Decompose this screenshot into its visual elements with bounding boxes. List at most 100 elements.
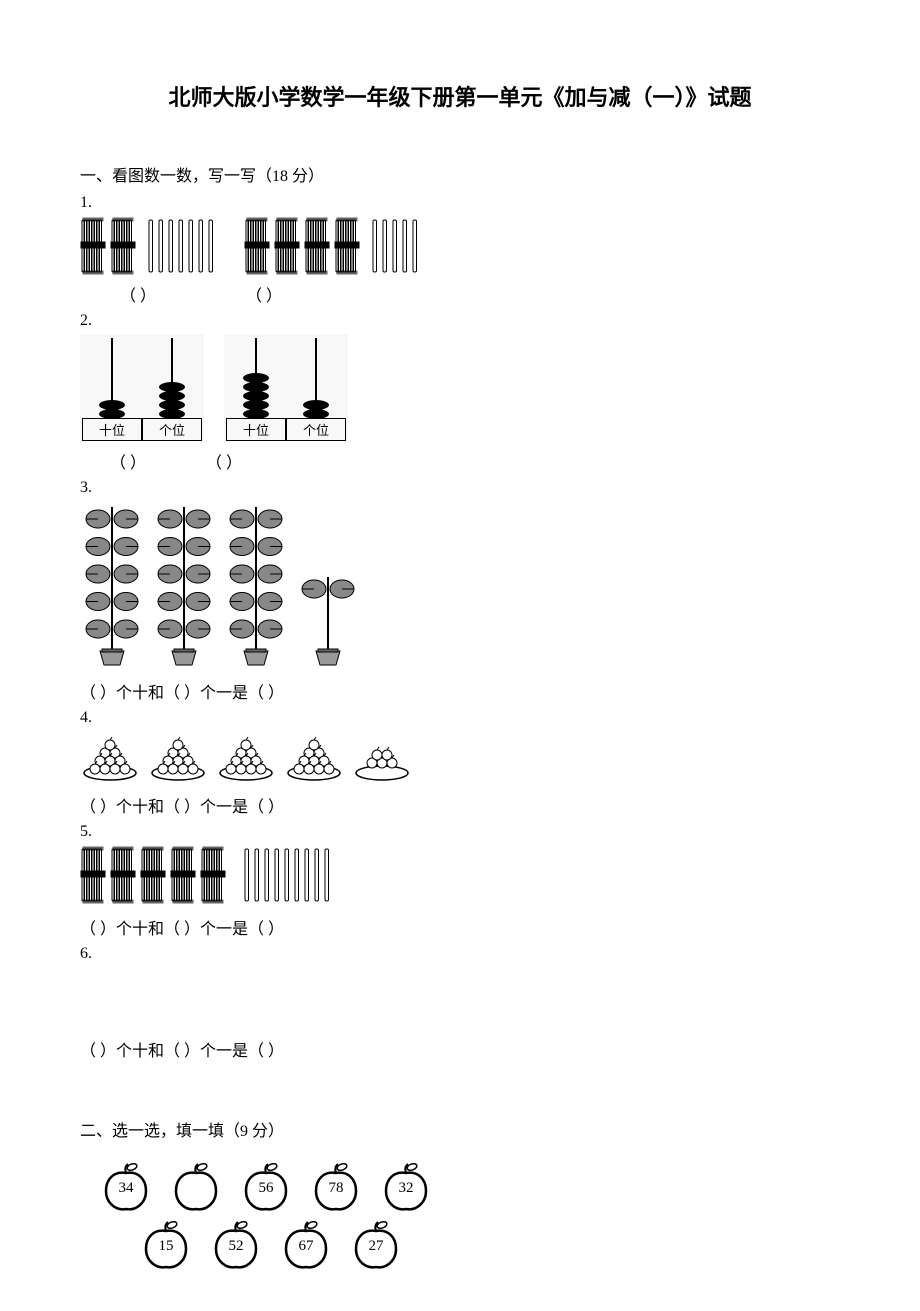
abacus-column: 十位 <box>226 338 286 441</box>
stick-bundle-icon <box>274 216 300 276</box>
q6-number: 6. <box>80 945 840 963</box>
section-1-header: 一、看图数一数，写一写（18 分） <box>80 162 840 186</box>
single-stick-icon <box>392 216 398 276</box>
apple-number: 34 <box>119 1180 134 1197</box>
q1-answer-row: （ ） （ ） <box>80 282 840 306</box>
q1-blank-1: （ ） <box>120 282 156 306</box>
fruit-plate-icon <box>80 731 140 783</box>
apple-shape: 32 <box>380 1161 432 1213</box>
q5-fill-line: （ ）个十和（ ）个一是（ ） <box>80 915 840 939</box>
q2-number: 2. <box>80 312 840 330</box>
abacus-rod <box>171 338 173 418</box>
fruit-plate-icon <box>148 731 208 783</box>
q1-group-1 <box>80 216 214 276</box>
single-stick-icon <box>294 845 300 905</box>
page-title: 北师大版小学数学一年级下册第一单元《加与减（一）》试题 <box>80 80 840 112</box>
stick-bundle-icon <box>304 216 330 276</box>
apple-shape: 78 <box>310 1161 362 1213</box>
single-stick-icon <box>254 845 260 905</box>
apple-shape: 34 <box>100 1161 152 1213</box>
q4-fill-line: （ ）个十和（ ）个一是（ ） <box>80 793 840 817</box>
apple-number: 15 <box>159 1238 174 1255</box>
single-stick-icon <box>284 845 290 905</box>
q2-blank-1: （ ） <box>110 449 146 473</box>
section-2-header: 二、选一选，填一填（9 分） <box>80 1117 840 1141</box>
apple-number: 52 <box>229 1238 244 1255</box>
q3-plant-row <box>80 501 840 669</box>
q1-blank-2: （ ） <box>246 282 282 306</box>
abacus-column: 个位 <box>286 338 346 441</box>
q5-number: 5. <box>80 823 840 841</box>
single-stick-icon <box>244 845 250 905</box>
fruit-plate-icon <box>352 731 412 783</box>
apple-shape: 56 <box>240 1161 292 1213</box>
q1-group-2 <box>244 216 418 276</box>
stick-bundle-icon <box>110 845 136 905</box>
single-stick-icon <box>324 845 330 905</box>
q3-number: 3. <box>80 479 840 497</box>
apple-shape: 67 <box>280 1219 332 1271</box>
q5-stick-row <box>80 845 840 905</box>
apples-row-1: 34 56 78 32 <box>100 1161 840 1213</box>
single-stick-icon <box>208 216 214 276</box>
q2-abacus-2: 十位 个位 <box>224 334 348 441</box>
apples-row-2: 15 52 67 27 <box>140 1219 840 1271</box>
abacus-label: 个位 <box>286 418 346 441</box>
plant-icon <box>152 501 216 669</box>
q4-number: 4. <box>80 709 840 727</box>
fruit-plate-icon <box>216 731 276 783</box>
q6-blank-space <box>80 967 840 1027</box>
abacus-column: 十位 <box>82 338 142 441</box>
apple-number: 56 <box>259 1180 274 1197</box>
apple-number: 32 <box>399 1180 414 1197</box>
q2-blank-2: （ ） <box>206 449 242 473</box>
single-stick-icon <box>158 216 164 276</box>
stick-bundle-icon <box>334 216 360 276</box>
single-stick-icon <box>382 216 388 276</box>
single-stick-icon <box>148 216 154 276</box>
q2-abacus-row: 十位 个位 十位 个位 <box>80 334 840 441</box>
stick-bundle-icon <box>170 845 196 905</box>
single-stick-icon <box>402 216 408 276</box>
q1-number: 1. <box>80 194 840 212</box>
stick-bundle-icon <box>244 216 270 276</box>
apple-number: 78 <box>329 1180 344 1197</box>
single-stick-icon <box>314 845 320 905</box>
single-stick-icon <box>412 216 418 276</box>
single-stick-icon <box>168 216 174 276</box>
stick-bundle-icon <box>80 845 106 905</box>
abacus-rod <box>315 338 317 418</box>
single-stick-icon <box>198 216 204 276</box>
abacus-label: 十位 <box>226 418 286 441</box>
fruit-plate-icon <box>284 731 344 783</box>
apple-number: 67 <box>299 1238 314 1255</box>
apple-shape: 27 <box>350 1219 402 1271</box>
single-stick-icon <box>188 216 194 276</box>
q3-fill-line: （ ）个十和（ ）个一是（ ） <box>80 679 840 703</box>
abacus-label: 个位 <box>142 418 202 441</box>
apple-shape <box>170 1161 222 1213</box>
single-stick-icon <box>178 216 184 276</box>
apple-shape: 52 <box>210 1219 262 1271</box>
abacus-column: 个位 <box>142 338 202 441</box>
stick-bundle-icon <box>200 845 226 905</box>
apple-number: 27 <box>369 1238 384 1255</box>
stick-bundle-icon <box>80 216 106 276</box>
plant-icon <box>224 501 288 669</box>
q6-fill-line: （ ）个十和（ ）个一是（ ） <box>80 1037 840 1061</box>
single-stick-icon <box>264 845 270 905</box>
single-stick-icon <box>304 845 310 905</box>
q2-answer-row: （ ） （ ） <box>80 449 840 473</box>
abacus-rod <box>255 338 257 418</box>
apple-shape: 15 <box>140 1219 192 1271</box>
single-stick-icon <box>372 216 378 276</box>
q1-image-row <box>80 216 840 276</box>
plant-icon <box>296 571 360 669</box>
q2-abacus-1: 十位 个位 <box>80 334 204 441</box>
stick-bundle-icon <box>110 216 136 276</box>
q4-fruit-row <box>80 731 840 783</box>
abacus-rod <box>111 338 113 418</box>
abacus-label: 十位 <box>82 418 142 441</box>
single-stick-icon <box>274 845 280 905</box>
stick-bundle-icon <box>140 845 166 905</box>
